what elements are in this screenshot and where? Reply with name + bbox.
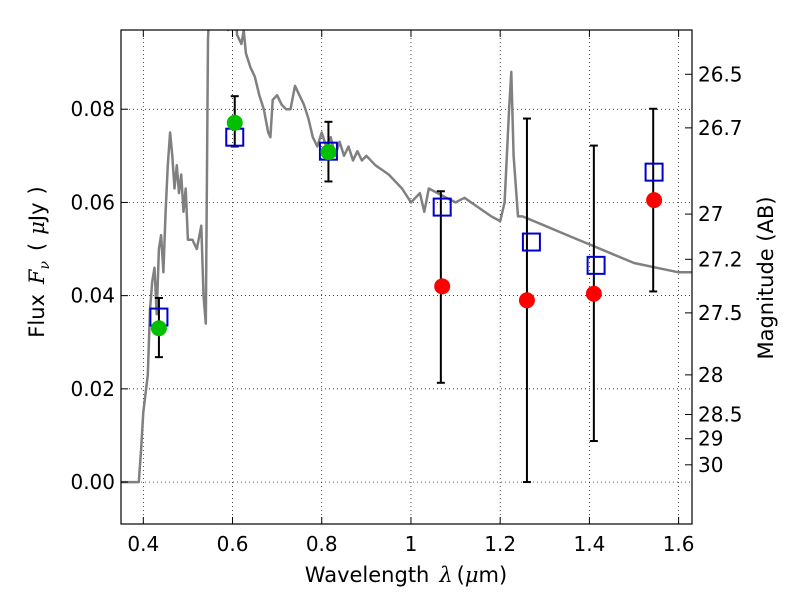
x-tick-label: 1.2 <box>484 532 516 556</box>
model-square-marker <box>432 197 452 217</box>
data-area <box>121 30 692 484</box>
observed-circle-marker <box>320 144 337 161</box>
observed-circle-marker <box>518 292 535 309</box>
observed-circle-marker <box>585 285 602 302</box>
y-tick-label: 0.00 <box>70 470 115 494</box>
y-right-tick-label: 26.5 <box>698 62 743 86</box>
sed-model-line <box>121 30 692 484</box>
y-right-tick-label: 27 <box>698 202 723 226</box>
y-tick-label: 0.04 <box>70 284 115 308</box>
x-tick-label: 0.4 <box>127 532 159 556</box>
observed-circle-marker <box>646 192 663 209</box>
observed-circle-marker <box>226 114 243 131</box>
x-tick-label: 1 <box>405 532 418 556</box>
model-square-marker <box>586 255 606 275</box>
ticks <box>121 30 692 524</box>
y-right-tick-label: 27.2 <box>698 247 743 271</box>
y-tick-label: 0.08 <box>70 97 115 121</box>
y-right-tick-label: 30 <box>698 453 723 477</box>
y-right-tick-label: 27.5 <box>698 301 743 325</box>
x-tick-label: 1.4 <box>573 532 605 556</box>
x-tick-label: 0.8 <box>306 532 338 556</box>
observed-circle-marker <box>150 320 167 337</box>
y-axis-title: FluxFν(μJy) <box>25 186 53 337</box>
y-right-tick-label: 29 <box>698 427 723 451</box>
y-tick-labels: 0.00 0.02 0.04 0.06 0.08 <box>70 97 115 494</box>
y-right-tick-label: 28.5 <box>698 402 743 426</box>
x-tick-label: 0.6 <box>217 532 249 556</box>
y-tick-label: 0.06 <box>70 190 115 214</box>
marker-area <box>149 95 664 484</box>
observed-circle-marker <box>434 278 451 295</box>
model-square-marker <box>644 162 664 182</box>
x-axis-title: Wavelength λ (μm) <box>305 563 507 587</box>
y-right-tick-label: 26.7 <box>698 116 743 140</box>
y-right-axis-title: Magnitude (AB) <box>754 196 778 359</box>
x-tick-label: 1.6 <box>663 532 695 556</box>
plot-frame <box>120 29 693 525</box>
model-square-marker <box>521 232 541 252</box>
y-right-tick-label: 28 <box>698 363 723 387</box>
x-tick-labels: 0.4 0.6 0.8 1 1.2 1.4 1.6 <box>127 532 694 556</box>
y-tick-label: 0.02 <box>70 377 115 401</box>
